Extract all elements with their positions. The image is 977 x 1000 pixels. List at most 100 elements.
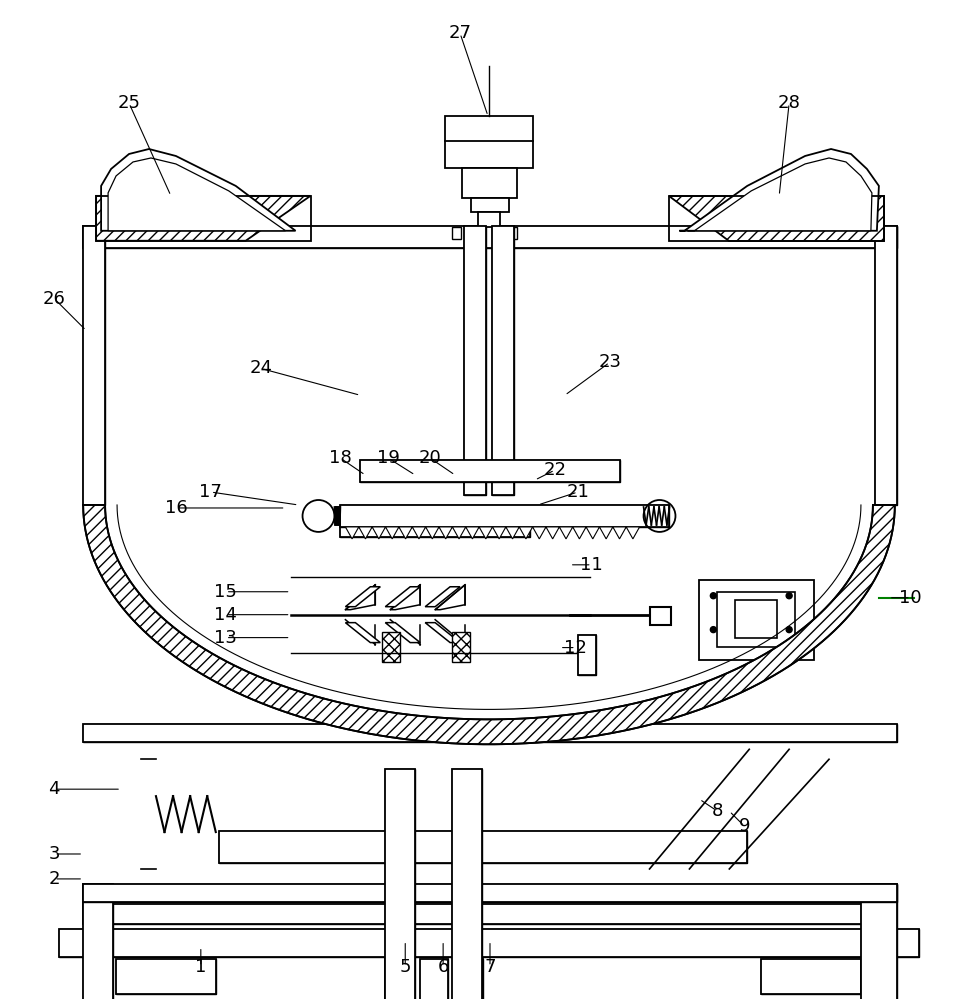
Bar (385, 769, 415, 1000)
Bar (874, 226, 897, 505)
Polygon shape (346, 585, 375, 610)
Polygon shape (546, 527, 560, 539)
Bar (761, 959, 861, 994)
Text: 9: 9 (739, 817, 750, 835)
Text: 11: 11 (580, 556, 603, 574)
Bar (83, 226, 106, 505)
Text: 7: 7 (485, 958, 495, 976)
Text: 24: 24 (249, 359, 273, 377)
Polygon shape (96, 196, 311, 241)
Polygon shape (346, 527, 359, 539)
Polygon shape (386, 527, 399, 539)
Bar (471, 198, 509, 212)
Text: 2: 2 (49, 870, 60, 888)
Bar (700, 580, 814, 660)
Bar (508, 227, 517, 239)
Bar (116, 959, 216, 994)
Bar (492, 226, 514, 495)
Polygon shape (101, 149, 296, 231)
Text: 25: 25 (117, 94, 141, 112)
Bar (874, 226, 897, 505)
Polygon shape (385, 623, 420, 643)
Bar (340, 515, 530, 537)
Polygon shape (466, 527, 479, 539)
Bar (420, 959, 448, 1000)
Bar (83, 884, 113, 1000)
Text: 28: 28 (778, 94, 800, 112)
Bar (455, 959, 483, 1000)
Polygon shape (600, 527, 613, 539)
Bar (83, 904, 895, 924)
Bar (717, 592, 795, 647)
Bar (83, 226, 106, 505)
Bar (452, 769, 482, 1000)
Polygon shape (412, 527, 426, 539)
Bar (361, 460, 619, 482)
Text: 6: 6 (438, 958, 448, 976)
Text: 17: 17 (199, 483, 222, 501)
Polygon shape (519, 527, 532, 539)
Polygon shape (573, 527, 586, 539)
Bar (83, 226, 897, 248)
Bar (340, 505, 669, 527)
Polygon shape (425, 587, 460, 607)
Bar (452, 227, 461, 239)
Bar (83, 226, 897, 248)
Bar (462, 168, 517, 198)
Bar (219, 831, 747, 863)
Bar (494, 227, 503, 239)
Bar (452, 769, 482, 1000)
Bar (385, 769, 415, 1000)
Text: 8: 8 (711, 802, 723, 820)
Polygon shape (626, 527, 640, 539)
Polygon shape (613, 527, 626, 539)
Bar (60, 929, 918, 957)
Bar (382, 632, 401, 662)
Polygon shape (506, 527, 519, 539)
Polygon shape (346, 623, 380, 643)
Text: 27: 27 (448, 24, 472, 42)
Bar (385, 959, 413, 1000)
Polygon shape (586, 527, 600, 539)
Bar (861, 884, 897, 1000)
Text: 20: 20 (419, 449, 442, 467)
Polygon shape (425, 623, 460, 643)
Polygon shape (108, 158, 285, 231)
Bar (83, 724, 897, 742)
Circle shape (786, 593, 792, 599)
Text: 18: 18 (329, 449, 352, 467)
Text: 26: 26 (43, 290, 65, 308)
Bar (60, 929, 918, 957)
Text: 13: 13 (214, 629, 237, 647)
Text: 3: 3 (49, 845, 60, 863)
Polygon shape (669, 196, 884, 241)
Bar (761, 959, 861, 994)
Polygon shape (435, 585, 465, 610)
Bar (83, 724, 897, 742)
Circle shape (786, 627, 792, 633)
Polygon shape (385, 587, 420, 607)
Text: 4: 4 (49, 780, 60, 798)
Text: 5: 5 (400, 958, 411, 976)
Text: 16: 16 (164, 499, 188, 517)
Bar (385, 959, 413, 1000)
Bar (113, 884, 867, 1000)
Bar (464, 226, 486, 495)
Bar (340, 515, 530, 537)
Text: 10: 10 (900, 589, 922, 607)
Bar (650, 607, 671, 625)
Bar (420, 959, 448, 1000)
Polygon shape (679, 149, 879, 231)
Bar (83, 884, 113, 1000)
Bar (361, 460, 619, 482)
Polygon shape (390, 585, 420, 610)
Bar (577, 635, 596, 675)
Bar (116, 959, 216, 994)
Polygon shape (439, 527, 452, 539)
Polygon shape (346, 587, 380, 607)
Bar (96, 196, 311, 241)
Bar (492, 226, 514, 495)
Bar (446, 116, 532, 168)
Text: 19: 19 (377, 449, 400, 467)
Bar (83, 884, 897, 902)
